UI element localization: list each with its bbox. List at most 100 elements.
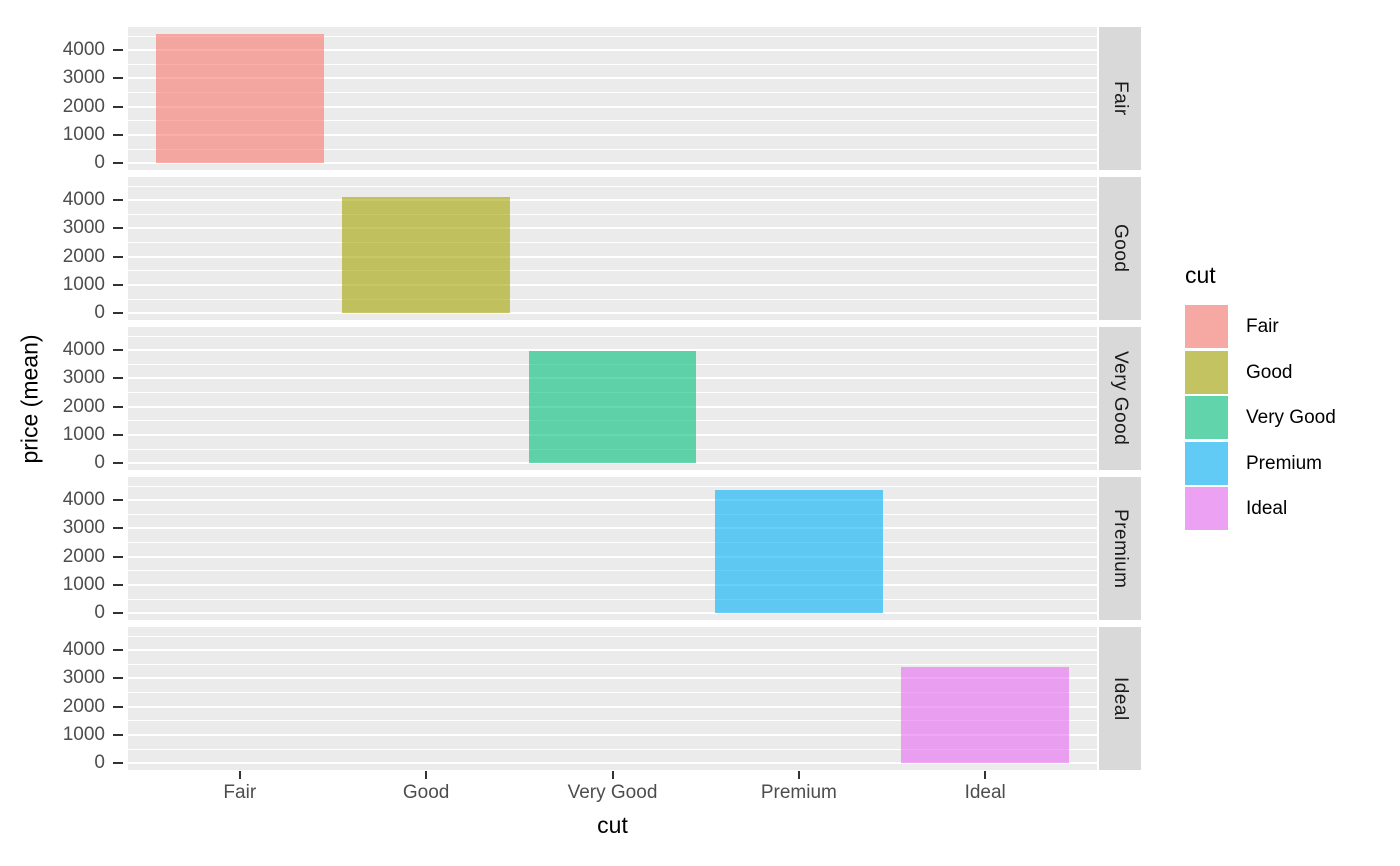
- legend-label: Good: [1246, 361, 1293, 383]
- minor-gridline: [128, 185, 1097, 187]
- major-gridline: [128, 705, 1097, 708]
- legend-label: Ideal: [1246, 498, 1288, 519]
- y-tick-mark: [113, 105, 123, 108]
- facet-strip: Good: [1099, 177, 1141, 320]
- major-gridline: [128, 733, 1097, 736]
- y-tick-label: 0: [94, 302, 105, 324]
- minor-gridline: [128, 35, 1097, 37]
- y-tick-mark: [113, 612, 123, 615]
- minor-gridline: [128, 335, 1097, 337]
- minor-gridline: [128, 663, 1097, 665]
- minor-gridline: [128, 242, 1097, 244]
- major-gridline: [128, 555, 1097, 558]
- major-gridline: [128, 527, 1097, 530]
- y-tick-mark: [113, 762, 123, 765]
- legend-label: Fair: [1246, 316, 1279, 337]
- x-tick-label: Premium: [760, 782, 837, 803]
- bar-fair: [155, 33, 324, 164]
- y-tick-mark: [113, 405, 123, 408]
- y-tick-mark: [113, 377, 123, 380]
- facet-panel-fair: [128, 27, 1097, 170]
- legend-label: Premium: [1246, 452, 1323, 474]
- major-gridline: [128, 199, 1097, 202]
- bar-ideal: [901, 666, 1070, 764]
- y-tick-label: 2000: [62, 95, 105, 117]
- y-tick-label: 0: [94, 752, 105, 774]
- minor-gridline: [128, 270, 1097, 272]
- y-tick-mark: [113, 677, 123, 680]
- minor-gridline: [128, 720, 1097, 722]
- y-tick-mark: [113, 49, 123, 52]
- minor-gridline: [128, 120, 1097, 122]
- facet-strip-label: Premium: [1110, 508, 1131, 589]
- x-tick-mark: [425, 771, 428, 779]
- x-tick-label: Fair: [223, 782, 257, 803]
- minor-gridline: [128, 598, 1097, 600]
- y-tick-label: 0: [94, 452, 105, 474]
- facet-strip: Very Good: [1099, 327, 1141, 470]
- y-tick-label: 4000: [62, 39, 105, 61]
- facet-strip: Ideal: [1099, 627, 1141, 770]
- y-tick-label: 2000: [62, 695, 105, 717]
- major-gridline: [128, 49, 1097, 52]
- y-tick-label: 3000: [62, 367, 105, 389]
- y-tick-mark: [113, 462, 123, 465]
- legend-swatch: [1185, 350, 1228, 394]
- minor-gridline: [128, 148, 1097, 150]
- y-tick-mark: [113, 433, 123, 436]
- legend-key-premium: [1185, 441, 1228, 485]
- major-gridline: [128, 77, 1097, 80]
- major-gridline: [128, 283, 1097, 286]
- x-tick-label: Very Good: [567, 782, 658, 803]
- y-tick-label: 2000: [62, 395, 105, 417]
- y-tick-mark: [113, 499, 123, 502]
- major-gridline: [128, 762, 1097, 765]
- legend-key-very-good: [1185, 396, 1228, 439]
- y-tick-label: 4000: [62, 489, 105, 511]
- y-tick-label: 4000: [62, 639, 105, 661]
- y-tick-label: 2000: [62, 545, 105, 567]
- y-tick-mark: [113, 583, 123, 586]
- facet-strip-label: Fair: [1110, 81, 1131, 116]
- y-tick-label: 1000: [62, 273, 105, 295]
- y-tick-mark: [113, 733, 123, 736]
- bar-premium: [714, 490, 883, 614]
- x-tick-mark: [984, 771, 987, 779]
- legend-swatch: [1185, 487, 1228, 530]
- minor-gridline: [128, 213, 1097, 215]
- x-tick-label: Good: [402, 782, 450, 803]
- y-tick-label: 3000: [62, 667, 105, 689]
- y-tick-mark: [113, 312, 123, 315]
- minor-gridline: [128, 635, 1097, 637]
- y-tick-mark: [113, 255, 123, 258]
- major-gridline: [128, 649, 1097, 652]
- y-tick-label: 1000: [62, 123, 105, 145]
- major-gridline: [128, 255, 1097, 258]
- y-tick-mark: [113, 649, 123, 652]
- bar-good: [342, 197, 510, 314]
- minor-gridline: [128, 692, 1097, 694]
- facet-panel-premium: [128, 477, 1097, 620]
- facet-strip: Premium: [1099, 477, 1141, 620]
- legend-swatch: [1185, 441, 1228, 485]
- y-tick-label: 0: [94, 152, 105, 174]
- major-gridline: [128, 227, 1097, 230]
- x-axis-title: cut: [597, 812, 628, 838]
- bar-very-good: [528, 350, 697, 464]
- facet-strip-label: Very Good: [1110, 351, 1131, 446]
- major-gridline: [128, 162, 1097, 165]
- y-tick-label: 2000: [62, 245, 105, 267]
- y-tick-label: 1000: [62, 573, 105, 595]
- minor-gridline: [128, 298, 1097, 300]
- y-tick-mark: [113, 199, 123, 202]
- legend-key-fair: [1185, 305, 1228, 348]
- y-tick-label: 4000: [62, 189, 105, 211]
- facet-panel-ideal: [128, 627, 1097, 770]
- minor-gridline: [128, 92, 1097, 94]
- x-tick-mark: [238, 771, 241, 779]
- facet-strip-label: Good: [1110, 224, 1131, 273]
- major-gridline: [128, 349, 1097, 352]
- y-tick-mark: [113, 162, 123, 165]
- facet-strip-label: Ideal: [1110, 676, 1131, 721]
